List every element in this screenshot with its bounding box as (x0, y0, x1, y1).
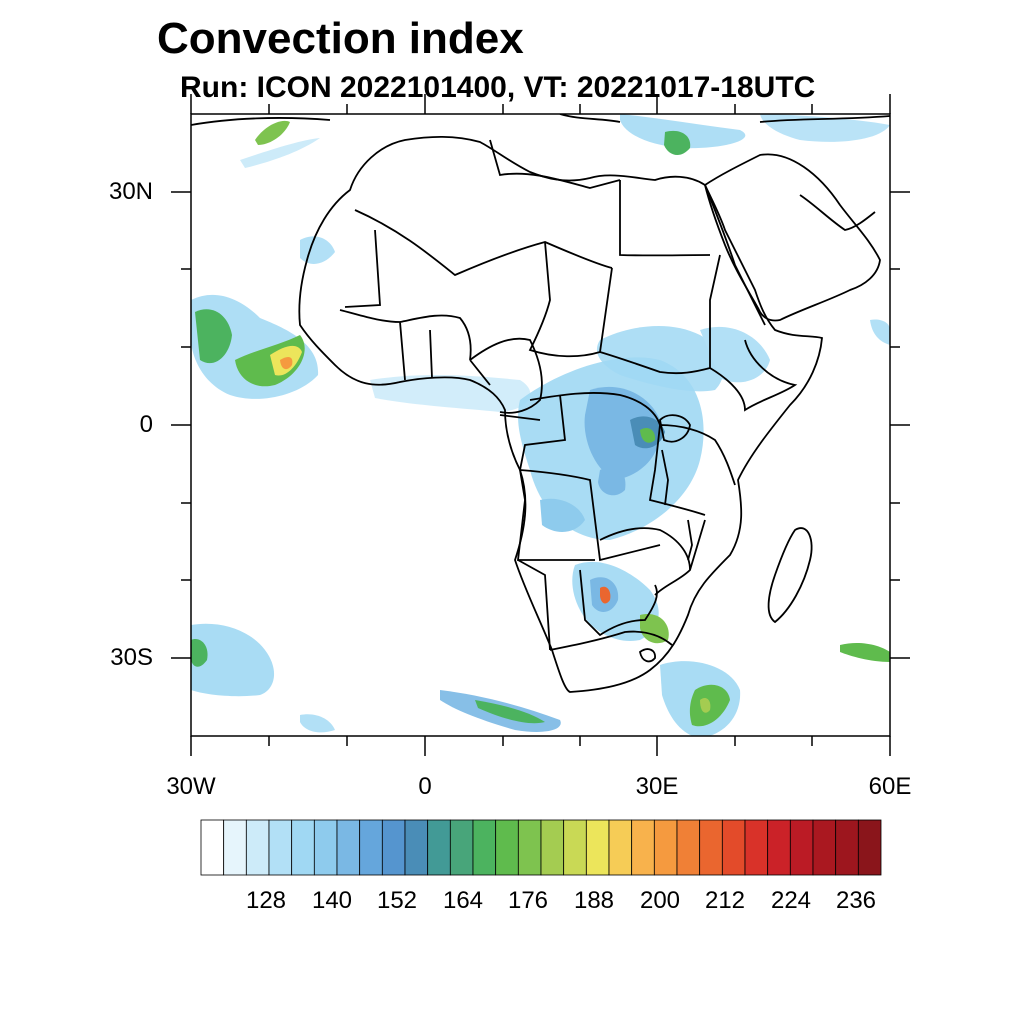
colorbar-box (812, 819, 837, 876)
colorbar-box (857, 819, 882, 876)
coastlines-borders (191, 114, 890, 693)
colorbar-box (585, 819, 610, 876)
colorbar-label-188: 188 (573, 887, 615, 914)
colorbar-box (835, 819, 859, 876)
convection-shading (191, 114, 890, 736)
colorbar-box (336, 819, 361, 876)
colorbar-label-212: 212 (704, 887, 746, 914)
colorbar-box (517, 819, 542, 876)
colorbar-box (449, 819, 474, 876)
border-sahara-2 (344, 229, 381, 308)
colorbar-label-152: 152 (376, 887, 418, 914)
border-east-africa (648, 424, 736, 516)
madagascar (767, 527, 813, 624)
colorbar-box (608, 819, 633, 876)
border-south-africa (549, 630, 673, 651)
colorbar-box (268, 819, 293, 876)
border-congo (499, 392, 661, 471)
colorbar (200, 819, 882, 876)
convection-indian-ocean-south (660, 661, 741, 736)
x-tick-label-60e: 60E (868, 773, 912, 800)
border-ethiopia-somalia (709, 339, 798, 412)
y-tick-label-0: 0 (139, 411, 153, 438)
colorbar-box (653, 819, 678, 876)
border-algeria-libya (489, 139, 621, 189)
colorbar-box (699, 819, 723, 876)
colorbar-box (381, 819, 406, 876)
colorbar-label-140: 140 (311, 887, 353, 914)
colorbar-box (540, 819, 565, 876)
colorbar-box (291, 819, 315, 876)
border-sahara-1 (354, 209, 613, 277)
colorbar-label-236: 236 (835, 887, 877, 914)
colorbar-box (200, 819, 225, 876)
colorbar-label-176: 176 (507, 887, 549, 914)
colorbar-box (767, 819, 791, 876)
lake-tanganyika (661, 449, 669, 506)
colorbar-box (744, 819, 769, 876)
x-tick-label-30w: 30W (166, 773, 216, 800)
lesotho (639, 648, 656, 663)
colorbar-label-128: 128 (245, 887, 287, 914)
x-tick-label-30e: 30E (635, 773, 679, 800)
convection-arabian-sea (870, 319, 890, 345)
colorbar-label-164: 164 (442, 887, 484, 914)
colorbar-box (313, 819, 338, 876)
convection-ethiopia (596, 325, 770, 392)
colorbar-box (359, 819, 383, 876)
border-west-africa (339, 309, 491, 386)
chart-subtitle: Run: ICON 2022101400, VT: 20221017-18UTC (180, 71, 816, 104)
colorbar-box (404, 819, 429, 876)
border-namibia-botswana (517, 559, 658, 651)
lake-malawi (687, 519, 693, 561)
border-nigeria-cameroon (469, 337, 543, 414)
chart-title: Convection index (157, 14, 524, 63)
convection-eastern-mediterranean (620, 114, 890, 156)
convection-northwest-atlantic (255, 120, 290, 145)
y-tick-label-30n: 30N (108, 178, 153, 205)
convection-south-atlantic-band (440, 690, 561, 732)
border-drc-south (519, 469, 661, 562)
arabian-gulf-coast (799, 194, 876, 231)
colorbar-box (631, 819, 655, 876)
convection-gulf-of-guinea (370, 375, 531, 412)
colorbar-box (721, 819, 746, 876)
colorbar-box (427, 819, 451, 876)
convection-southwest-atlantic (191, 623, 335, 733)
colorbar-box (789, 819, 814, 876)
border-chad (528, 241, 613, 358)
colorbar-label-224: 224 (770, 887, 812, 914)
mediterranean-north-coast (191, 114, 890, 126)
lake-victoria (659, 414, 691, 443)
convection-north-atlantic-streak (240, 138, 320, 168)
border-sudan (599, 254, 721, 375)
convection-sahel-west (300, 236, 335, 264)
convection-indian-ocean-east (840, 642, 890, 662)
axis-ticks (171, 94, 910, 756)
colorbar-box (676, 819, 701, 876)
colorbar-box (223, 819, 247, 876)
border-libya-egypt (619, 180, 711, 257)
colorbar-box (495, 819, 519, 876)
border-zambia-mozambique (599, 519, 706, 596)
colorbar-box (563, 819, 587, 876)
convection-west-african-coast (191, 294, 319, 399)
colorbar-box (472, 819, 497, 876)
red-sea-coast (704, 184, 766, 326)
convection-central-africa (518, 357, 704, 540)
colorbar-label-200: 200 (639, 887, 681, 914)
y-tick-label-30s: 30S (110, 644, 153, 671)
arabian-peninsula (703, 153, 881, 322)
africa-coastline (298, 135, 823, 693)
x-tick-label-0: 0 (418, 773, 432, 800)
colorbar-box (245, 819, 270, 876)
